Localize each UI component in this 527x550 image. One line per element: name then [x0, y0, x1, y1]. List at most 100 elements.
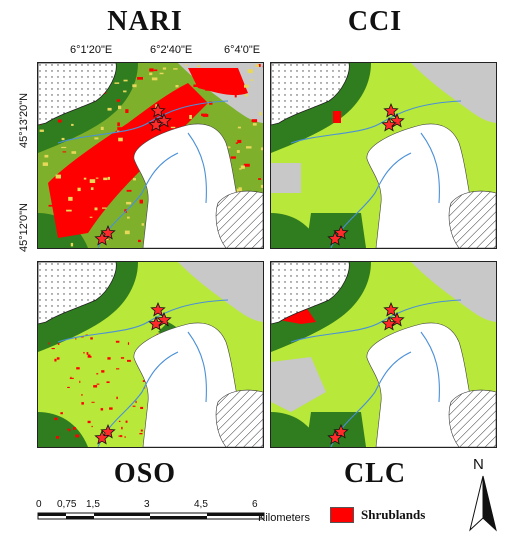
shrubland-speck	[126, 189, 132, 192]
shrubland-speck	[92, 196, 97, 199]
shrubland-speck	[237, 139, 242, 143]
shrubland-speck	[90, 164, 94, 166]
shrubland-speck	[170, 126, 176, 129]
shrubland-speck	[117, 127, 124, 131]
shrubland-speck	[67, 386, 70, 388]
bare-rock-area	[178, 262, 263, 322]
shrubland-speck	[89, 216, 93, 218]
shrubland-speck	[67, 428, 70, 431]
river-line	[420, 132, 440, 204]
shrubland-speck	[55, 174, 61, 179]
shrubland-speck	[86, 352, 89, 355]
forest-strip	[271, 63, 371, 153]
forest-strip	[38, 63, 138, 153]
shrubland-speck	[240, 165, 245, 169]
shrubland-speck	[132, 405, 136, 407]
shrubland-speck	[96, 383, 100, 385]
hatched-area	[215, 190, 263, 248]
shrubland-speck	[115, 170, 119, 174]
shrubland-speck	[118, 105, 122, 109]
bare-rock-area	[411, 63, 496, 123]
lake-area	[271, 63, 350, 126]
legend-label-shrublands: Shrublands	[361, 507, 426, 522]
map-panel-cci	[270, 62, 497, 249]
shrubland-speck	[114, 82, 120, 84]
shrubland-speck	[162, 67, 167, 70]
shrubland-speck	[56, 436, 59, 439]
shrubland-speck	[142, 380, 146, 382]
shrubland-speck	[124, 436, 126, 438]
longitude-label-2: 6°2'40"E	[150, 44, 193, 56]
shrubland-speck	[91, 401, 95, 403]
shrubland-speck	[124, 230, 130, 235]
shrubland-speck	[83, 160, 87, 162]
shrubland-speck	[236, 150, 240, 153]
site-star-icon	[383, 301, 399, 317]
map-panel-clc	[270, 261, 497, 448]
shrubland-speck	[141, 223, 144, 226]
shrubland-patch	[279, 307, 316, 324]
shrubland-speck	[135, 400, 137, 404]
shrubland-speck	[103, 177, 108, 181]
shrubland-speck	[79, 218, 83, 222]
site-star-icon	[333, 224, 349, 240]
shrubland-speck	[118, 420, 121, 422]
shrubland-speck	[93, 385, 98, 388]
shrubland-speck	[107, 107, 112, 111]
shrubland-speck	[69, 377, 74, 379]
shrubland-speck	[109, 407, 113, 410]
title-nari: NARI	[107, 6, 183, 37]
shrubland-speck	[87, 354, 91, 358]
shrubland-speck	[175, 85, 179, 88]
map-panel-nari	[37, 62, 264, 249]
shrubland-speck	[51, 200, 56, 203]
shrubland-speck	[237, 126, 241, 129]
shrubland-speck	[140, 406, 144, 409]
shrubland-speck	[56, 357, 60, 360]
shrubland-speck	[137, 77, 143, 80]
shrubland-speck	[236, 188, 242, 193]
longitude-label-1: 6°1'20"E	[70, 44, 113, 56]
shrubland-speck	[100, 126, 104, 130]
shrubland-speck	[205, 87, 209, 91]
shrubland-speck	[101, 370, 105, 373]
shrubland-speck	[116, 99, 121, 102]
shrubland-speck	[81, 394, 83, 396]
shrubland-speck	[252, 123, 257, 126]
scale-bar	[37, 512, 265, 520]
shrubland-speck	[243, 163, 250, 167]
shrubland-speck	[139, 433, 143, 435]
shrubland-speck	[96, 373, 99, 375]
shrubland-speck	[126, 201, 132, 205]
map-oso	[38, 262, 263, 447]
shrubland-speck	[149, 72, 153, 76]
north-arrow-icon	[469, 475, 497, 532]
shrubland-speck	[71, 151, 77, 154]
shrubland-speck	[107, 357, 111, 360]
shrubland-speck	[83, 177, 87, 180]
shrubland-speck	[201, 113, 208, 116]
lake-area	[38, 262, 117, 325]
shrubland-speck	[123, 79, 128, 82]
shrubland-speck	[125, 109, 129, 113]
shrubland-speck	[120, 435, 122, 438]
shrubland-speck	[102, 207, 107, 209]
shrubland-speck	[73, 427, 76, 430]
hatched-area	[448, 389, 496, 447]
river-line	[290, 299, 462, 343]
shrubland-speck	[127, 216, 130, 219]
site-star-icon	[383, 102, 399, 118]
shrubland-speck	[68, 429, 71, 432]
shrubland-speck	[88, 207, 94, 209]
shrubland-speck	[197, 65, 201, 67]
title-oso: OSO	[113, 458, 177, 489]
shrubland-speck	[87, 420, 91, 424]
site-star-icon	[148, 116, 164, 132]
river-line	[290, 100, 462, 144]
shrubland-speck	[155, 104, 158, 108]
site-star-icon	[100, 423, 116, 439]
shrubland-speck	[245, 94, 248, 97]
shrubland-area	[188, 68, 248, 96]
site-star-icon	[381, 315, 397, 331]
shrubland-speck	[60, 412, 63, 415]
